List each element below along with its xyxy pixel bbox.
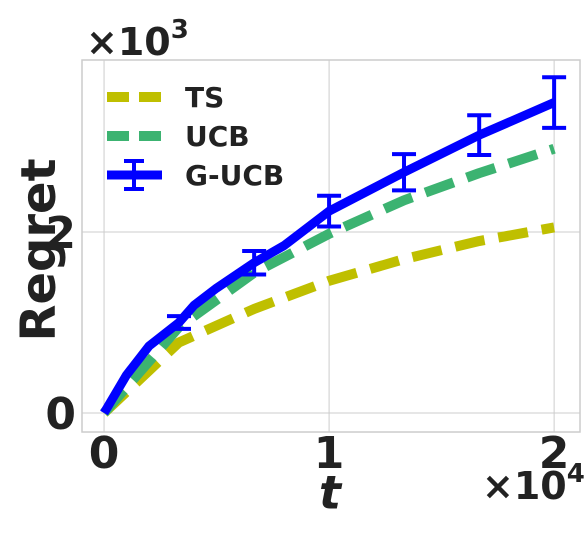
error-bar xyxy=(542,75,567,130)
series-line xyxy=(100,222,556,417)
x-tick-label: 1 xyxy=(314,428,345,479)
legend-label: TS xyxy=(185,81,224,114)
x-axis-label: t xyxy=(319,466,343,520)
x-tick-label: 0 xyxy=(89,428,120,479)
y-axis-label: Regret xyxy=(11,158,67,341)
x-offset-base: ×10 xyxy=(482,464,567,508)
plot-frame xyxy=(81,59,581,433)
error-bar xyxy=(317,193,342,229)
x-tick-label: 2 xyxy=(539,428,570,479)
y-offset-base: ×10 xyxy=(86,20,171,64)
error-bar xyxy=(392,152,417,193)
y-offset-exp: 3 xyxy=(171,15,189,45)
legend-label: UCB xyxy=(185,120,250,153)
series-line xyxy=(100,98,556,416)
x-offset-exp: 4 xyxy=(567,459,585,489)
y-offset: ×103 xyxy=(86,15,189,64)
y-tick-label: 0 xyxy=(45,389,76,440)
x-offset: ×104 xyxy=(482,459,585,508)
y-tick-label: 2 xyxy=(45,208,76,259)
error-bar xyxy=(467,113,492,158)
error-bar xyxy=(166,314,191,331)
legend-label: G-UCB xyxy=(185,159,284,192)
error-bar xyxy=(242,248,267,277)
